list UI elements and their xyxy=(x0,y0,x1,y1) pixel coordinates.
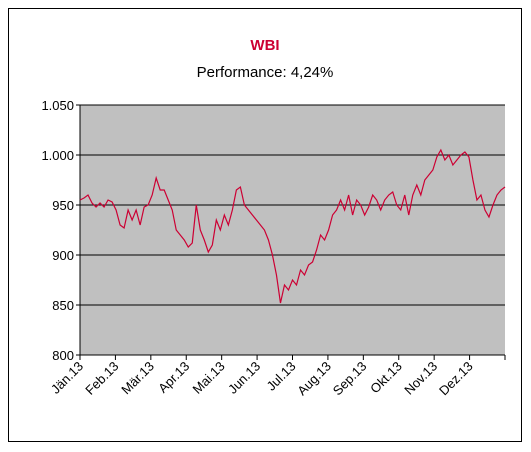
plot-area xyxy=(80,105,505,355)
chart-title: WBI xyxy=(250,37,279,54)
y-tick-label: 800 xyxy=(52,348,74,363)
y-tick-label: 1.050 xyxy=(41,98,74,113)
y-tick-label: 850 xyxy=(52,298,74,313)
chart-subtitle: Performance: 4,24% xyxy=(197,64,334,81)
y-tick-label: 950 xyxy=(52,198,74,213)
data-line xyxy=(79,148,506,304)
y-tick-label: 1.000 xyxy=(41,148,74,163)
y-tick-label: 900 xyxy=(52,248,74,263)
